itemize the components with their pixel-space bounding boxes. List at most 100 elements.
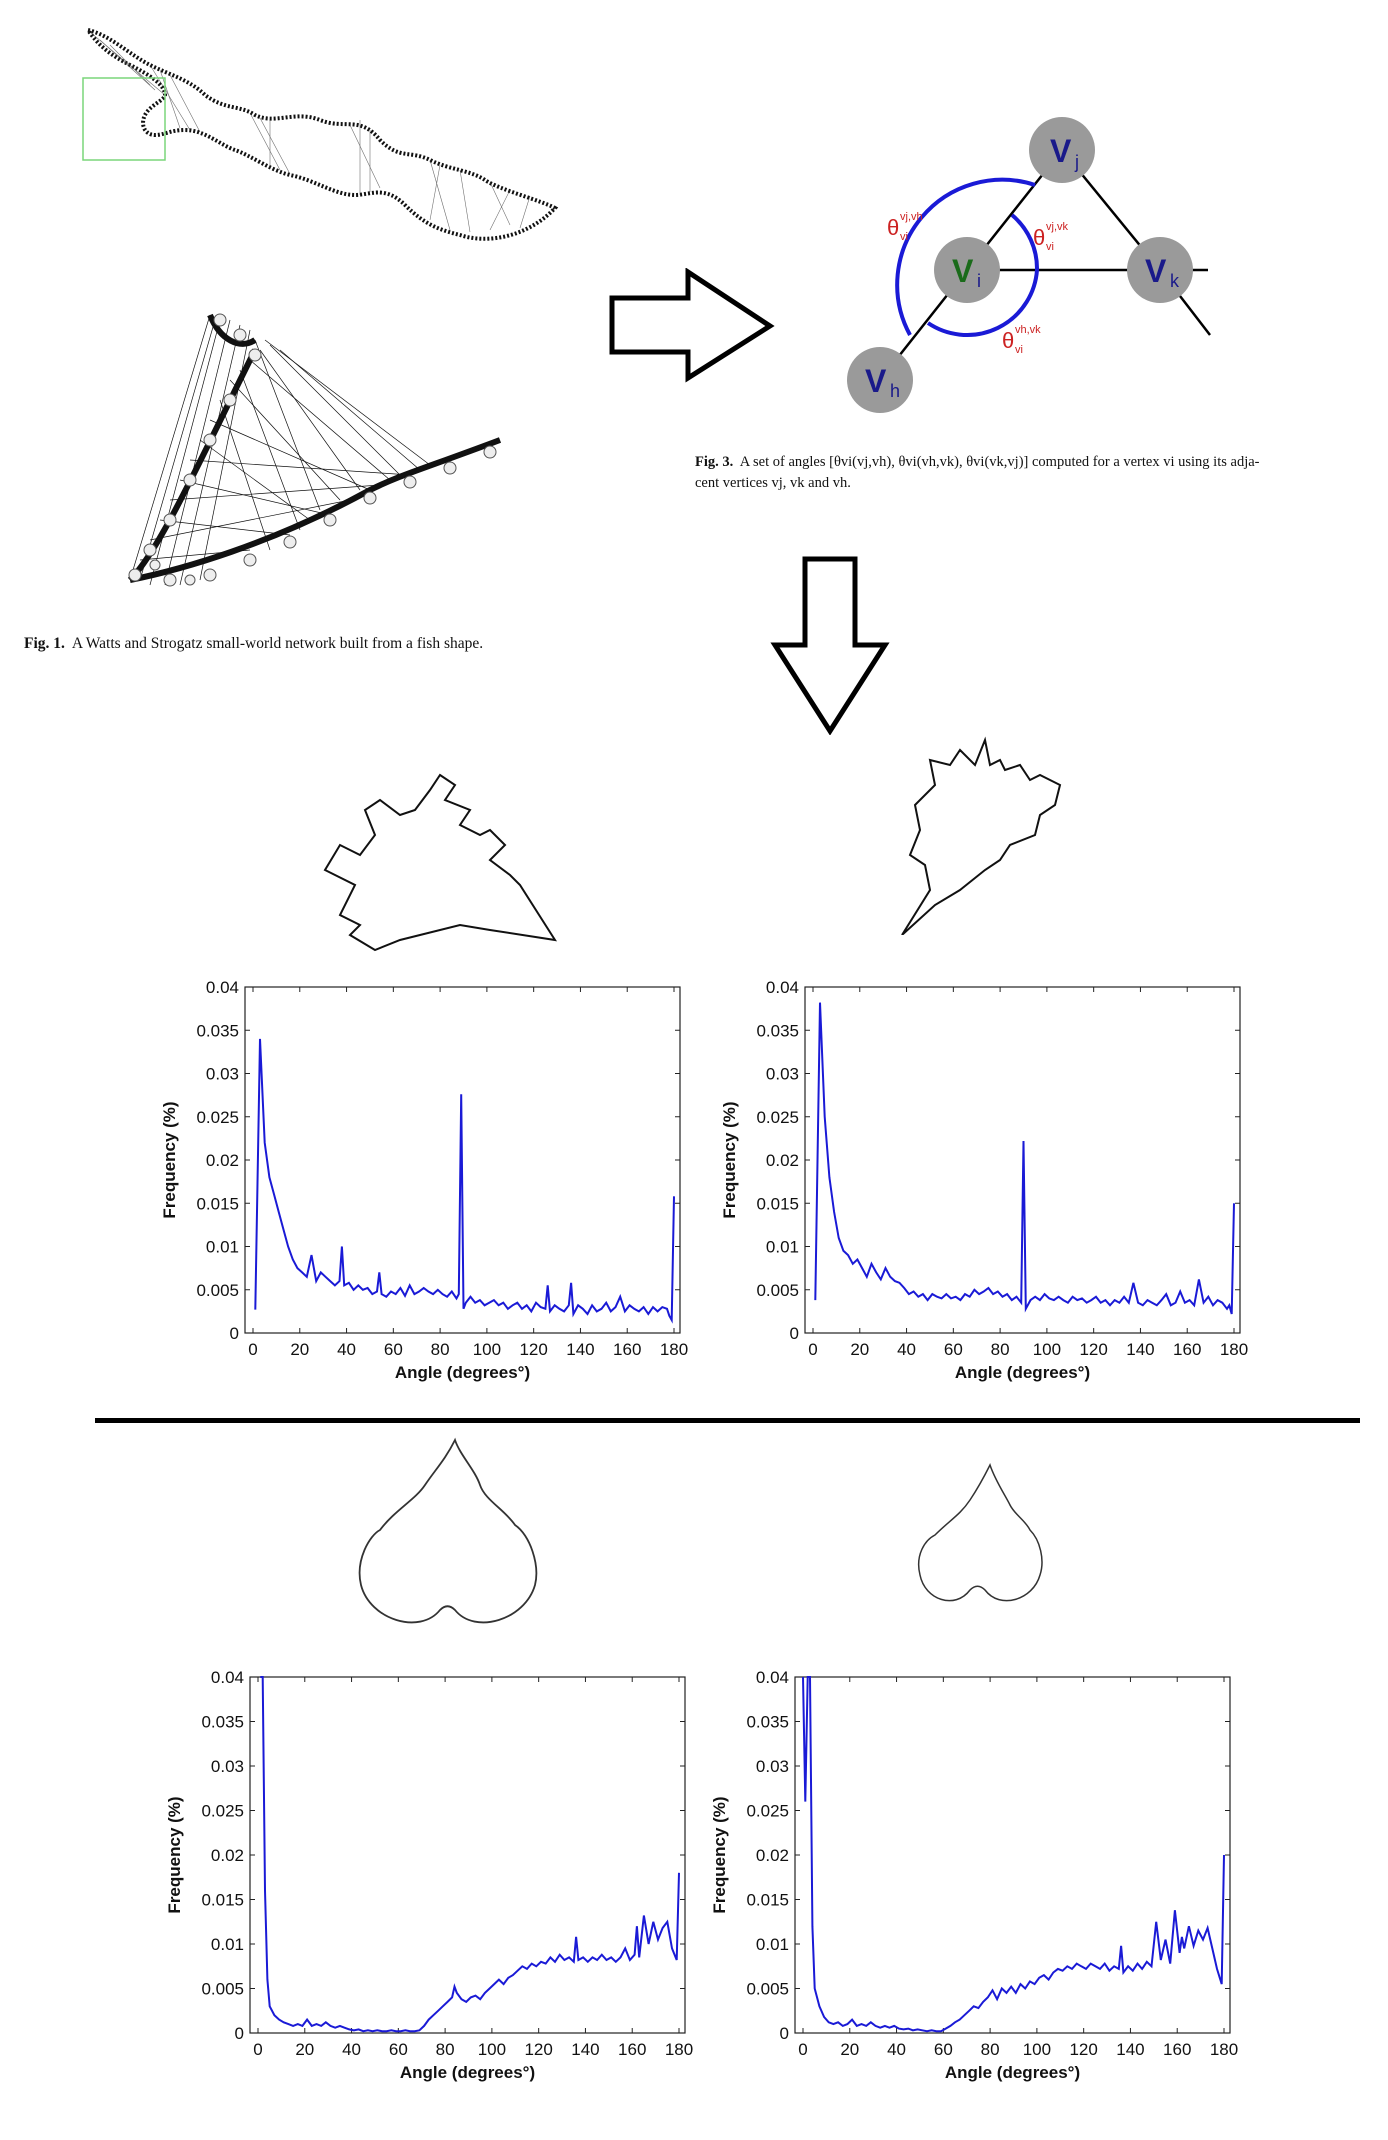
x-tick-label: 120 <box>1079 1340 1107 1359</box>
plot-frame <box>794 1676 1231 2034</box>
angle-labels: θ vj,vh vi θ vj,vk vi θ vh,vk vi <box>887 211 1069 356</box>
svg-text:θ: θ <box>1033 225 1045 250</box>
y-tick-label: 0.03 <box>206 1065 239 1084</box>
x-axis-label: Angle (degrees°) <box>395 1363 530 1382</box>
x-tick-label: 60 <box>389 2040 408 2059</box>
x-tick-label: 120 <box>519 1340 547 1359</box>
y-tick-label: 0.04 <box>211 1668 244 1687</box>
series-line <box>814 1002 1235 1315</box>
y-tick-label: 0.01 <box>211 1935 244 1954</box>
y-tick-label: 0.025 <box>196 1108 239 1127</box>
y-tick-label: 0.015 <box>746 1891 789 1910</box>
x-tick-label: 60 <box>384 1340 403 1359</box>
x-tick-label: 40 <box>342 2040 361 2059</box>
x-axis-label: Angle (degrees°) <box>945 2063 1080 2082</box>
svg-text:vi: vi <box>1015 344 1023 356</box>
svg-text:j: j <box>1074 152 1079 172</box>
y-tick-label: 0.005 <box>756 1281 799 1300</box>
x-tick-label: 20 <box>850 1340 869 1359</box>
svg-text:vj,vh: vj,vh <box>900 211 923 223</box>
x-tick-label: 0 <box>808 1340 817 1359</box>
y-tick-label: 0.035 <box>756 1021 799 1040</box>
node-vj: V j <box>1029 117 1095 183</box>
right-arrow-icon <box>609 268 775 383</box>
y-tick-label: 0 <box>235 2024 244 2043</box>
svg-text:vh,vk: vh,vk <box>1015 324 1041 336</box>
x-tick-label: 80 <box>436 2040 455 2059</box>
x-tick-label: 140 <box>566 1340 594 1359</box>
x-tick-label: 100 <box>1023 2040 1051 2059</box>
svg-text:V: V <box>952 253 974 289</box>
y-tick-label: 0.01 <box>206 1238 239 1257</box>
y-axis-label: Frequency (%) <box>160 1101 179 1218</box>
x-tick-label: 80 <box>981 2040 1000 2059</box>
x-tick-label: 180 <box>1210 2040 1238 2059</box>
series-line <box>802 1676 1225 2033</box>
x-tick-label: 140 <box>1126 1340 1154 1359</box>
svg-text:i: i <box>977 271 981 291</box>
y-tick-label: 0.025 <box>746 1802 789 1821</box>
x-tick-label: 100 <box>478 2040 506 2059</box>
svg-text:θ: θ <box>1002 328 1014 353</box>
x-tick-label: 20 <box>295 2040 314 2059</box>
x-tick-label: 140 <box>571 2040 599 2059</box>
fig3-label: Fig. 3. <box>695 454 734 470</box>
section-divider <box>95 1418 1360 1423</box>
histogram-plane-left: 0 0.005 0.01 0.015 0.02 0.025 0.03 0.035 0.04 0 20… <box>160 978 688 1382</box>
y-tick-label: 0.02 <box>766 1151 799 1170</box>
fig1-label: Fig. 1. <box>24 635 65 652</box>
x-tick-label: 80 <box>991 1340 1010 1359</box>
y-tick-label: 0.02 <box>211 1846 244 1865</box>
svg-text:θ: θ <box>887 215 899 240</box>
x-tick-label: 60 <box>934 2040 953 2059</box>
y-tick-label: 0.03 <box>766 1065 799 1084</box>
y-tick-label: 0.025 <box>756 1108 799 1127</box>
x-tick-label: 80 <box>431 1340 450 1359</box>
y-tick-label: 0.02 <box>756 1846 789 1865</box>
x-tick-label: 180 <box>1220 1340 1248 1359</box>
y-tick-label: 0.025 <box>201 1802 244 1821</box>
histogram-leaf-right: 0 0.005 0.01 0.015 0.02 0.025 0.03 0.035 0.04 0 20… <box>710 1668 1238 2082</box>
y-tick-label: 0.005 <box>746 1980 789 1999</box>
x-tick-label: 160 <box>613 1340 641 1359</box>
x-tick-label: 100 <box>1033 1340 1061 1359</box>
x-tick-label: 160 <box>1163 2040 1191 2059</box>
y-tick-label: 0.015 <box>196 1194 239 1213</box>
y-tick-label: 0.005 <box>196 1281 239 1300</box>
x-tick-label: 40 <box>337 1340 356 1359</box>
y-tick-label: 0.03 <box>756 1757 789 1776</box>
y-tick-label: 0 <box>230 1324 239 1343</box>
node-vk: V k <box>1127 237 1193 303</box>
y-axis-label: Frequency (%) <box>165 1796 184 1913</box>
fish-network-image <box>82 26 559 587</box>
svg-text:vi: vi <box>1046 241 1054 253</box>
leaf-shape-right <box>918 1463 1043 1602</box>
x-axis-label: Angle (degrees°) <box>955 1363 1090 1382</box>
y-tick-label: 0.01 <box>756 1935 789 1954</box>
zoom-detail <box>127 313 502 587</box>
y-tick-label: 0.04 <box>756 1668 789 1687</box>
series-line <box>254 1038 675 1324</box>
x-tick-label: 180 <box>665 2040 693 2059</box>
histogram-plane-right: 0 0.005 0.01 0.015 0.02 0.025 0.03 0.035 0.04 0 20… <box>720 978 1248 1382</box>
y-tick-label: 0.005 <box>201 1980 244 1999</box>
x-tick-label: 60 <box>944 1340 963 1359</box>
y-tick-label: 0 <box>790 1324 799 1343</box>
svg-text:V: V <box>1145 253 1167 289</box>
y-tick-label: 0.01 <box>766 1238 799 1257</box>
x-tick-label: 120 <box>524 2040 552 2059</box>
fig3-caption: Fig. 3. A set of angles [θvi(vj,vh), θvi… <box>695 452 1360 494</box>
x-tick-label: 40 <box>887 2040 906 2059</box>
y-axis-label: Frequency (%) <box>720 1101 739 1218</box>
x-tick-label: 140 <box>1116 2040 1144 2059</box>
y-tick-label: 0.02 <box>206 1151 239 1170</box>
svg-text:h: h <box>890 381 900 401</box>
x-tick-label: 160 <box>618 2040 646 2059</box>
x-tick-label: 100 <box>473 1340 501 1359</box>
fig1-caption: Fig. 1. A Watts and Strogatz small-world… <box>24 633 664 654</box>
y-tick-label: 0.04 <box>766 978 799 997</box>
highlight-box <box>82 77 166 161</box>
x-tick-label: 180 <box>660 1340 688 1359</box>
node-vi: V i <box>934 237 1000 303</box>
plane-shape-left <box>323 773 558 952</box>
